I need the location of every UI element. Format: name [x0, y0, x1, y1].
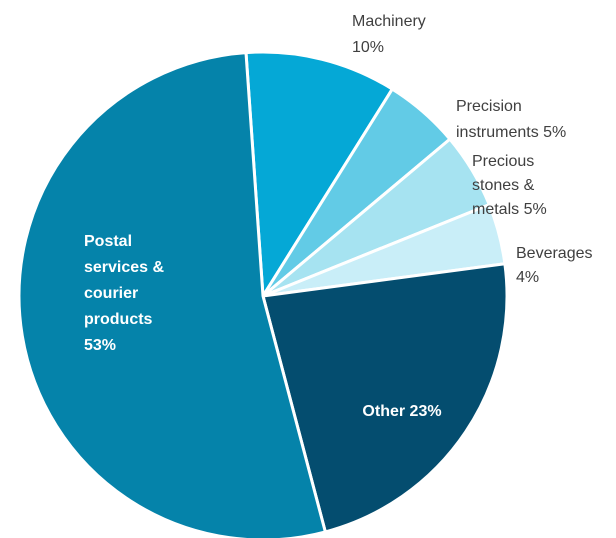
pie-slice-postal-services-courier [17, 51, 327, 538]
slice-label-line: services & [84, 259, 165, 276]
slice-label-line: Precious [472, 153, 534, 170]
slice-label-line: stones & [472, 177, 535, 194]
slice-label-machinery: Machinery 10% [352, 13, 426, 56]
slice-label-line: Postal [84, 233, 132, 250]
slice-label-line: Beverages [516, 245, 593, 262]
slice-label-beverages: Beverages 4% [516, 245, 593, 286]
slice-label-precision-instruments: Precision instruments 5% [456, 98, 566, 141]
slice-label-line: Machinery [352, 13, 426, 30]
slice-label-line: metals 5% [472, 201, 547, 218]
slice-label-line: 4% [516, 269, 539, 286]
pie-slice-other [261, 262, 509, 534]
slice-label-line: products [84, 311, 153, 328]
slice-label-line: 53% [84, 337, 116, 354]
slice-label-other: Other 23% [362, 403, 441, 420]
slice-label-line: Precision [456, 98, 522, 115]
pie-slices [17, 50, 509, 538]
slice-label-line: courier [84, 285, 138, 302]
slice-label-line: instruments 5% [456, 124, 566, 141]
slice-label-precious-stones-metals: Precious stones & metals 5% [472, 153, 547, 218]
slice-label-postal-services-courier: Postal services & courier products 53% [84, 233, 165, 354]
slice-label-line: Other 23% [362, 403, 441, 420]
pie-labels: Machinery 10%Precision instruments 5%Preci… [84, 13, 593, 420]
slice-label-line: 10% [352, 39, 384, 56]
pie-slice-machinery [244, 50, 394, 298]
